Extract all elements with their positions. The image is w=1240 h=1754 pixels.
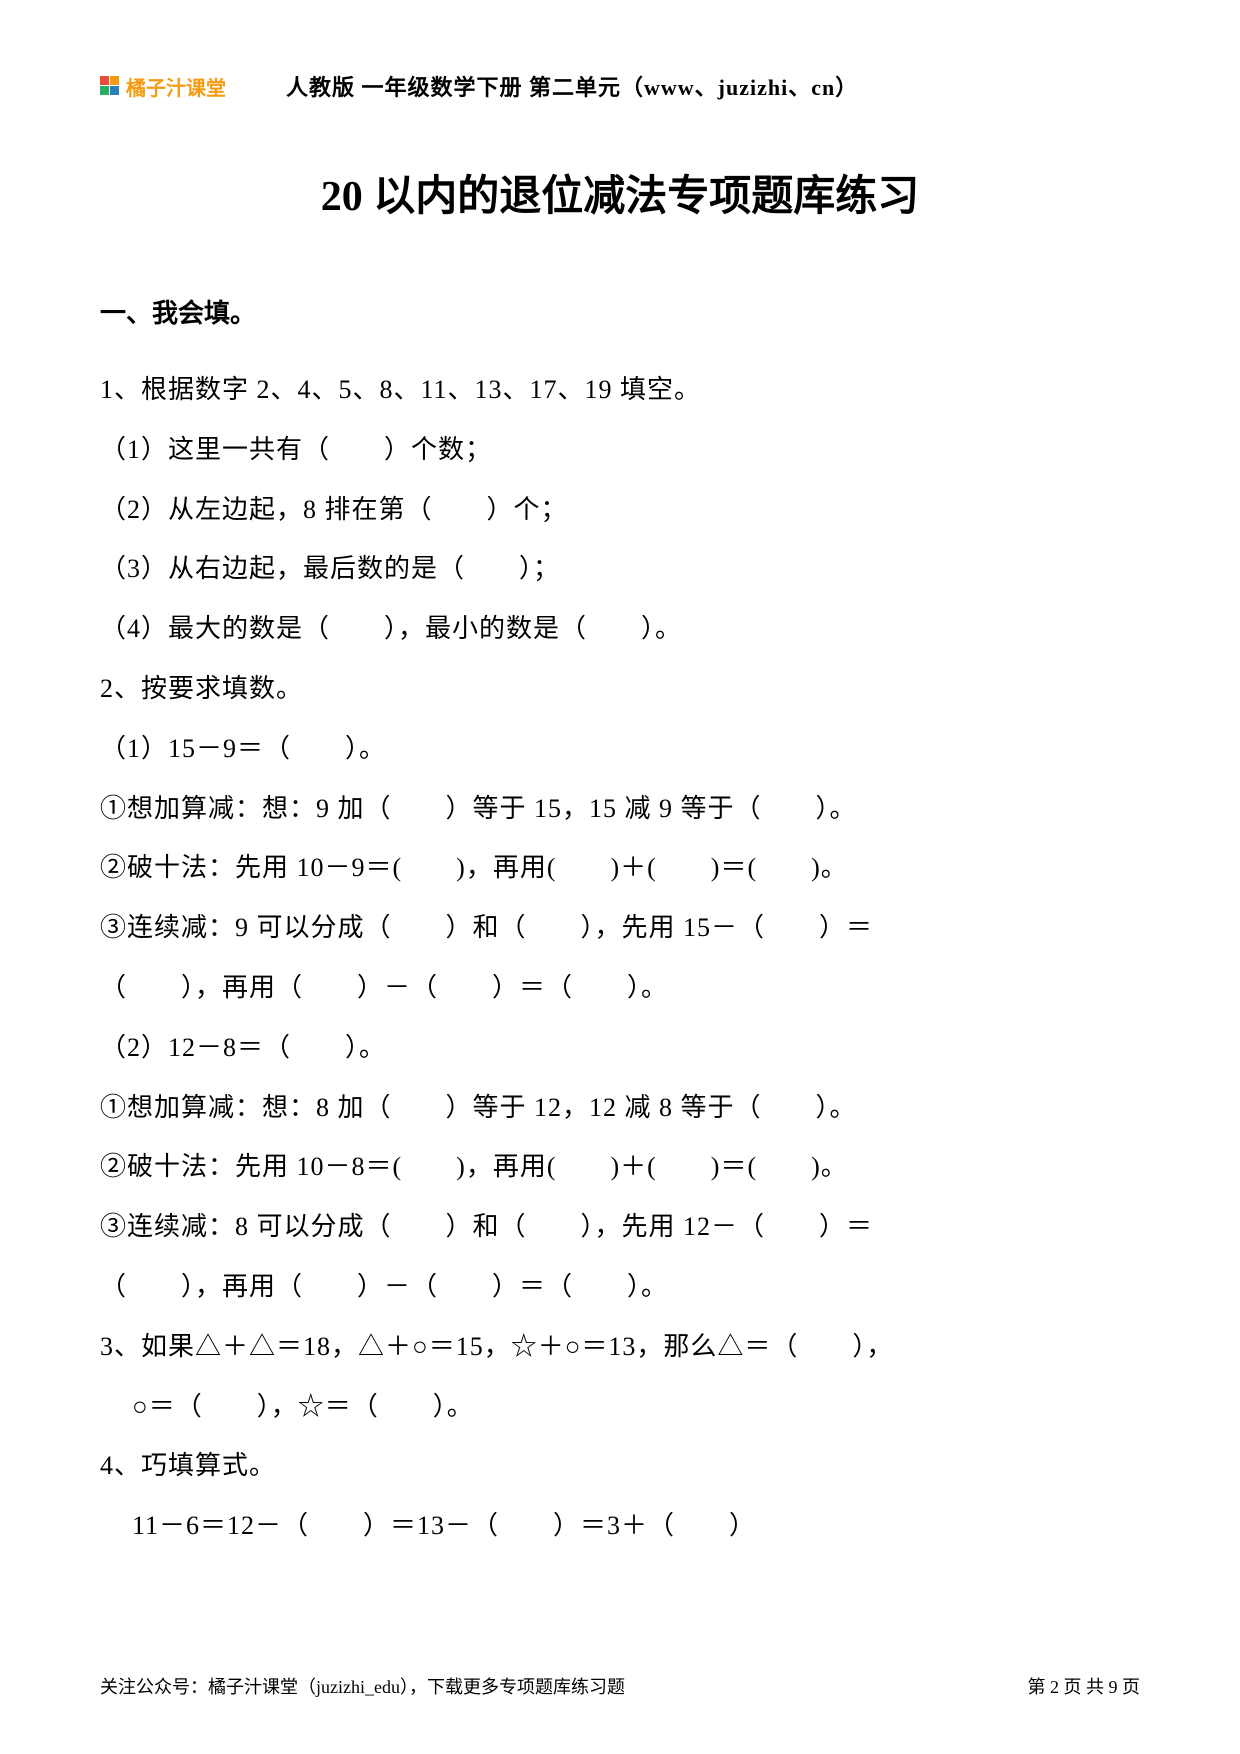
header-breadcrumb: 人教版 一年级数学下册 第二单元（www、juzizhi、cn） (286, 70, 858, 102)
q1-stem: 1、根据数字 2、4、5、8、11、13、17、19 填空。 (100, 360, 1140, 420)
footer-left: 关注公众号：橘子汁课堂（juzizhi_edu），下载更多专项题库练习题 (100, 1673, 625, 1699)
q2-stem: 2、按要求填数。 (100, 659, 1140, 719)
q4-stem: 4、巧填算式。 (100, 1436, 1140, 1496)
page-footer: 关注公众号：橘子汁课堂（juzizhi_edu），下载更多专项题库练习题 第 2… (100, 1673, 1140, 1699)
q3-line2: ○＝（ ），☆＝（ ）。 (100, 1377, 1140, 1437)
q1-sub4: （4）最大的数是（ ），最小的数是（ ）。 (100, 599, 1140, 659)
worksheet-page: 橘子汁课堂 人教版 一年级数学下册 第二单元（www、juzizhi、cn） 2… (0, 0, 1240, 1616)
q2-2a: ①想加算减：想：8 加（ ）等于 12，12 减 8 等于（ ）。 (100, 1078, 1140, 1138)
q1-sub1: （1）这里一共有（ ）个数； (100, 420, 1140, 480)
section-heading: 一、我会填。 (100, 293, 1140, 330)
q2-2b: ②破十法：先用 10－8＝( )，再用( )＋( )＝( )。 (100, 1137, 1140, 1197)
q2-1c: ③连续减：9 可以分成（ ）和（ ），先用 15－（ ）＝ (100, 898, 1140, 958)
q2-2c-cont: （ ），再用（ ）－（ ）＝（ ）。 (100, 1257, 1140, 1317)
q2-1b: ②破十法：先用 10－9＝( )，再用( )＋( )＝( )。 (100, 838, 1140, 898)
page-header: 橘子汁课堂 人教版 一年级数学下册 第二单元（www、juzizhi、cn） (100, 70, 1140, 102)
logo-text: 橘子汁课堂 (126, 72, 226, 101)
q2-2: （2）12－8＝（ ）。 (100, 1018, 1140, 1078)
q1-sub3: （3）从右边起，最后数的是（ ）； (100, 539, 1140, 599)
q2-1: （1）15－9＝（ ）。 (100, 719, 1140, 779)
q4-line: 11－6＝12－（ ）＝13－（ ）＝3＋（ ） (100, 1496, 1140, 1556)
q3-line1: 3、如果△＋△＝18，△＋○＝15，☆＋○＝13，那么△＝（ ）， (100, 1317, 1140, 1377)
logo-icon (100, 76, 120, 96)
q1-sub2: （2）从左边起，8 排在第（ ）个； (100, 480, 1140, 540)
page-title: 20 以内的退位减法专项题库练习 (100, 162, 1140, 223)
q2-1c-cont: （ ），再用（ ）－（ ）＝（ ）。 (100, 958, 1140, 1018)
brand-logo: 橘子汁课堂 (100, 72, 226, 101)
footer-right: 第 2 页 共 9 页 (1028, 1673, 1141, 1699)
q2-1a: ①想加算减：想：9 加（ ）等于 15，15 减 9 等于（ ）。 (100, 779, 1140, 839)
q2-2c: ③连续减：8 可以分成（ ）和（ ），先用 12－（ ）＝ (100, 1197, 1140, 1257)
